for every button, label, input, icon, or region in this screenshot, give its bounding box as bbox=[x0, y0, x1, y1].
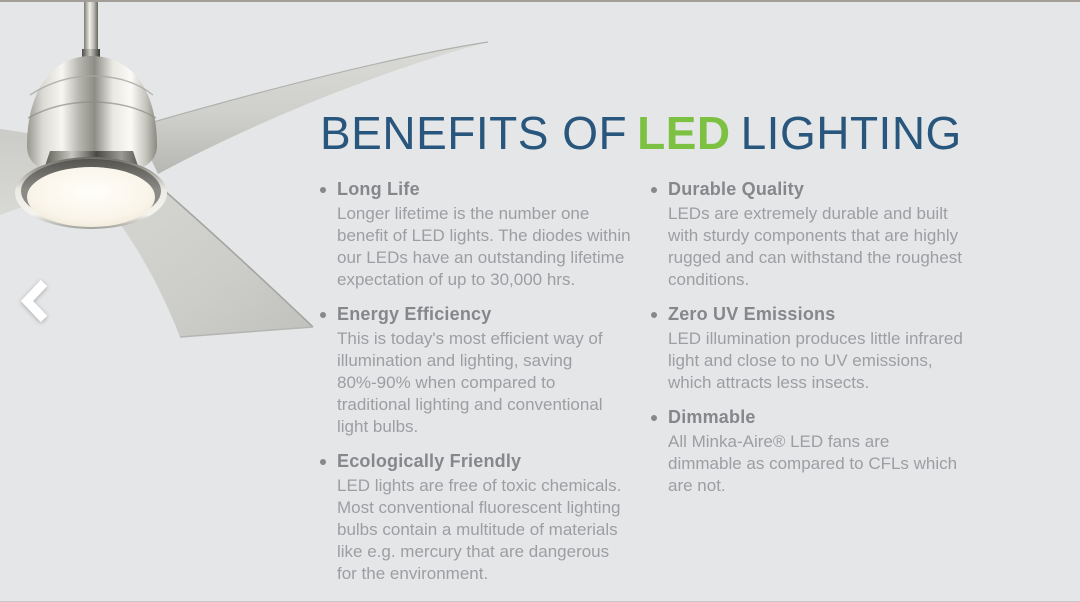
benefit-body: Longer lifetime is the number one benefi… bbox=[337, 203, 631, 289]
benefit-title: Zero UV Emissions bbox=[668, 303, 836, 324]
benefit-title: Energy Efficiency bbox=[337, 303, 492, 324]
top-edge-divider bbox=[0, 0, 1080, 2]
carousel-prev-button[interactable] bbox=[18, 278, 52, 326]
bullet-dot-icon bbox=[320, 458, 326, 465]
ceiling-fan-image bbox=[0, 0, 489, 338]
bullet-dot-icon bbox=[320, 311, 326, 318]
page-title: BENEFITS OF LED LIGHTING bbox=[320, 108, 1020, 159]
benefit-title: Durable Quality bbox=[668, 178, 805, 199]
benefit-body: All Minka-Aire® LED fans are dimmable as… bbox=[668, 431, 958, 495]
benefits-column-2: Durable Quality LEDs are extremely durab… bbox=[651, 179, 964, 598]
benefit-title: Ecologically Friendly bbox=[337, 450, 522, 471]
title-accent: LED bbox=[637, 107, 731, 159]
title-part1: BENEFITS OF bbox=[320, 107, 628, 159]
benefit-ecologically-friendly: Ecologically Friendly LED lights are fre… bbox=[320, 451, 633, 585]
bullet-dot-icon bbox=[651, 186, 657, 193]
benefit-energy-efficiency: Energy Efficiency This is today's most e… bbox=[320, 304, 633, 438]
chevron-left-icon bbox=[20, 279, 48, 323]
benefit-long-life: Long Life Longer lifetime is the number … bbox=[320, 179, 633, 291]
benefit-body: This is today's most efficient way of il… bbox=[337, 328, 603, 436]
benefits-columns: Long Life Longer lifetime is the number … bbox=[320, 179, 1020, 598]
benefit-zero-uv-emissions: Zero UV Emissions LED illumination produ… bbox=[651, 304, 964, 394]
bullet-dot-icon bbox=[320, 186, 326, 193]
benefit-body: LEDs are extremely durable and built wit… bbox=[668, 203, 962, 289]
benefit-title: Long Life bbox=[337, 178, 420, 199]
benefit-title: Dimmable bbox=[668, 406, 756, 427]
bullet-dot-icon bbox=[651, 311, 657, 318]
benefits-column-1: Long Life Longer lifetime is the number … bbox=[320, 179, 633, 598]
benefit-durable-quality: Durable Quality LEDs are extremely durab… bbox=[651, 179, 964, 291]
benefit-body: LED illumination produces little infrare… bbox=[668, 328, 963, 392]
title-part2: LIGHTING bbox=[740, 107, 962, 159]
slide-content: BENEFITS OF LED LIGHTING Long Life Longer … bbox=[320, 108, 1020, 598]
benefit-body: LED lights are free of toxic chemicals. … bbox=[337, 475, 622, 583]
bullet-dot-icon bbox=[651, 414, 657, 421]
benefit-dimmable: Dimmable All Minka-Aire® LED fans are di… bbox=[651, 407, 964, 497]
